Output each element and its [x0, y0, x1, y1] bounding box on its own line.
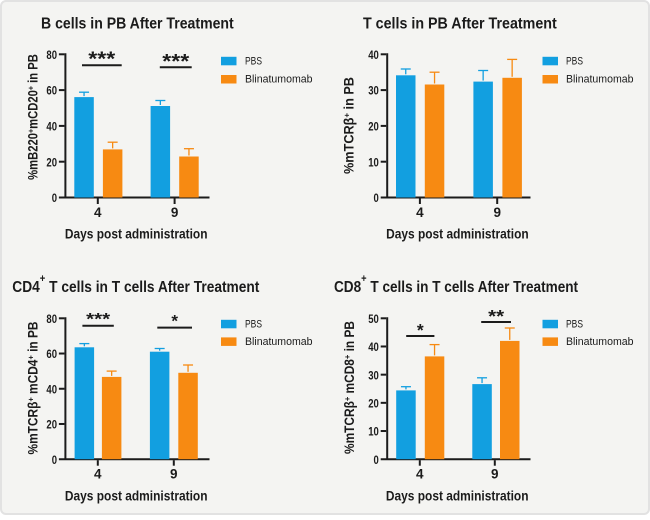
svg-text:4: 4 [416, 467, 424, 482]
svg-text:50: 50 [368, 314, 379, 326]
svg-text:40: 40 [46, 122, 57, 134]
svg-text:0: 0 [52, 455, 57, 467]
svg-text:PBS: PBS [245, 56, 262, 68]
svg-text:***: *** [162, 51, 189, 73]
svg-text:***: *** [86, 310, 110, 329]
svg-text:%mB220+mCD20+ in PB: %mB220+mCD20+ in PB [26, 54, 41, 180]
svg-text:20: 20 [46, 157, 57, 169]
svg-text:80: 80 [46, 314, 57, 326]
svg-text:%mTCRβ+ mCD8+ in PB: %mTCRβ+ mCD8+ in PB [341, 321, 357, 454]
svg-text:80: 80 [46, 50, 57, 62]
svg-text:20: 20 [368, 122, 379, 134]
svg-text:B cells in PB After Treatment: B cells in PB After Treatment [41, 15, 234, 33]
svg-text:4: 4 [94, 467, 102, 482]
svg-text:**: ** [488, 306, 504, 326]
svg-text:30: 30 [368, 86, 379, 98]
svg-text:PBS: PBS [566, 56, 583, 68]
svg-text:0: 0 [52, 193, 57, 205]
svg-text:40: 40 [46, 384, 57, 396]
svg-text:40: 40 [368, 50, 379, 62]
svg-text:60: 60 [46, 86, 57, 98]
svg-text:*: * [417, 320, 424, 340]
svg-text:Blinatumomab: Blinatumomab [245, 336, 313, 348]
svg-text:9: 9 [171, 205, 179, 220]
svg-text:9: 9 [491, 467, 499, 482]
svg-text:Blinatumomab: Blinatumomab [566, 336, 634, 348]
svg-text:4: 4 [94, 205, 102, 220]
svg-text:0: 0 [374, 455, 379, 467]
svg-text:CD4+ T cells in T cells After: CD4+ T cells in T cells After Treatment [12, 274, 259, 297]
svg-text:Days post administration: Days post administration [386, 227, 529, 242]
svg-text:Blinatumomab: Blinatumomab [245, 74, 313, 86]
svg-text:60: 60 [46, 349, 57, 361]
svg-text:PBS: PBS [566, 319, 583, 331]
svg-text:10: 10 [368, 427, 379, 439]
svg-text:PBS: PBS [245, 319, 262, 331]
svg-text:4: 4 [416, 205, 424, 220]
svg-text:Days post administration: Days post administration [65, 227, 208, 242]
svg-text:9: 9 [170, 467, 178, 482]
svg-text:%mTCRβ+ mCD4+ in PB: %mTCRβ+ mCD4+ in PB [25, 322, 41, 455]
svg-text:CD8+ T cells in T cells After: CD8+ T cells in T cells After Treatment [334, 274, 578, 297]
svg-text:T cells in PB After Treatment: T cells in PB After Treatment [363, 15, 557, 33]
svg-text:40: 40 [368, 342, 379, 354]
svg-text:20: 20 [46, 420, 57, 432]
svg-text:Blinatumomab: Blinatumomab [566, 74, 634, 86]
svg-text:0: 0 [374, 193, 379, 205]
svg-text:Days post administration: Days post administration [386, 488, 529, 503]
svg-text:*: * [171, 311, 178, 330]
svg-text:10: 10 [368, 157, 379, 169]
svg-text:***: *** [88, 49, 115, 71]
svg-text:20: 20 [368, 398, 379, 410]
svg-text:9: 9 [493, 205, 501, 220]
svg-text:Days post administration: Days post administration [65, 488, 208, 503]
svg-text:%mTCRβ+ in PB: %mTCRβ+ in PB [341, 77, 356, 174]
svg-text:30: 30 [368, 370, 379, 382]
